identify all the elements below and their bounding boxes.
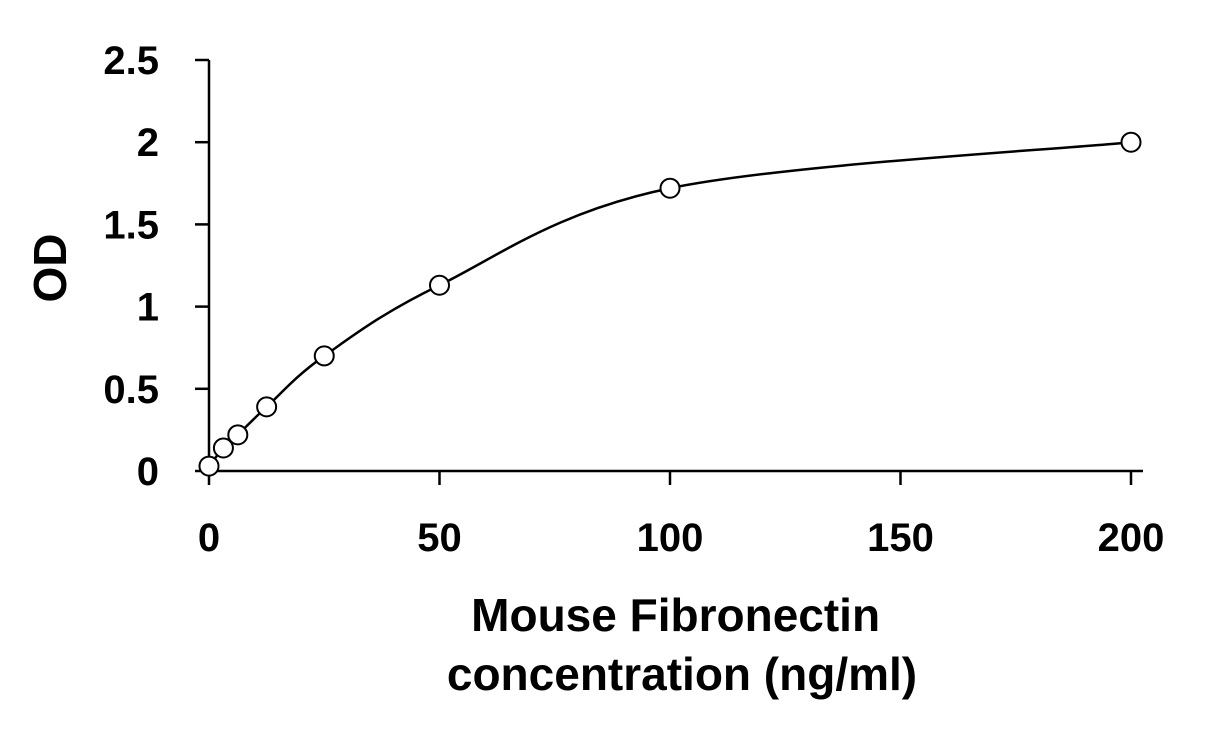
y-tick-label: 0 bbox=[137, 450, 159, 494]
y-tick-label: 0.5 bbox=[103, 368, 159, 412]
data-point bbox=[313, 345, 335, 367]
y-tick-label: 1.5 bbox=[103, 203, 159, 247]
data-point bbox=[429, 274, 450, 296]
y-tick-label: 2.5 bbox=[103, 39, 159, 83]
data-point bbox=[227, 424, 249, 446]
x-tick-label: 0 bbox=[198, 516, 220, 560]
tick-marks bbox=[195, 58, 1133, 485]
x-tick-label: 200 bbox=[1098, 516, 1165, 560]
axes bbox=[207, 60, 1143, 473]
y-tick-labels: 0 0.5 1 1.5 2 2.5 bbox=[103, 39, 159, 494]
x-axis-title: Mouse Fibronectin concentration (ng/ml) bbox=[447, 589, 917, 700]
x-tick-label: 100 bbox=[637, 516, 704, 560]
x-tick-label: 50 bbox=[417, 516, 462, 560]
data-point bbox=[1120, 131, 1142, 153]
x-axis-title-line-1: Mouse Fibronectin bbox=[471, 589, 880, 641]
y-axis-title: OD bbox=[24, 234, 76, 303]
data-point bbox=[659, 177, 681, 199]
data-points bbox=[198, 131, 1142, 477]
x-tick-labels: 0 50 100 150 200 bbox=[198, 516, 1165, 560]
x-axis-title-line-2: concentration (ng/ml) bbox=[447, 648, 917, 700]
data-point bbox=[212, 437, 234, 459]
data-point bbox=[198, 455, 220, 477]
y-tick-label: 2 bbox=[137, 121, 159, 165]
data-point bbox=[256, 396, 278, 418]
x-tick-label: 150 bbox=[867, 516, 934, 560]
y-tick-label: 1 bbox=[137, 286, 159, 330]
